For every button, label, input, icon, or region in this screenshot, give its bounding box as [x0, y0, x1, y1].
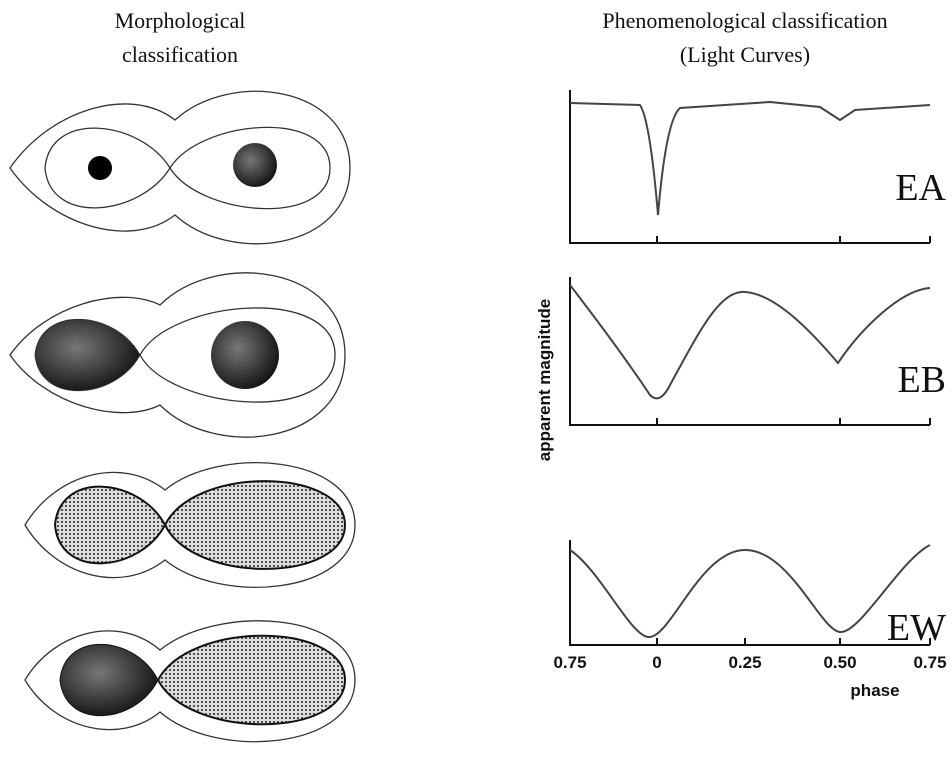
x-tick-label: 0.25 [728, 653, 761, 672]
x-axis-label: phase [850, 681, 899, 700]
panel-label: EB [897, 359, 946, 401]
panel-label: EA [895, 167, 946, 209]
light-curve-ew [569, 544, 931, 639]
light-curve-eb [569, 284, 931, 400]
detached-system [9, 90, 351, 245]
semi-detached-system [9, 272, 346, 438]
x-tick-label: 0.75 [553, 653, 586, 672]
axes [569, 90, 931, 646]
x-tick-label: 0.75 [913, 653, 946, 672]
left-title: classification [122, 42, 238, 67]
y-axis-label: apparent magnitude [535, 299, 554, 461]
light-curve-ea [569, 100, 931, 216]
right-title: (Light Curves) [680, 42, 810, 67]
x-tick-label: 0.50 [823, 653, 856, 672]
contact-system [24, 620, 356, 743]
contact-system [24, 462, 356, 588]
left-title: Morphological [115, 8, 246, 33]
panel-label: EW [887, 607, 946, 649]
right-title: Phenomenological classification [602, 8, 887, 33]
x-tick-label: 0 [652, 653, 661, 672]
